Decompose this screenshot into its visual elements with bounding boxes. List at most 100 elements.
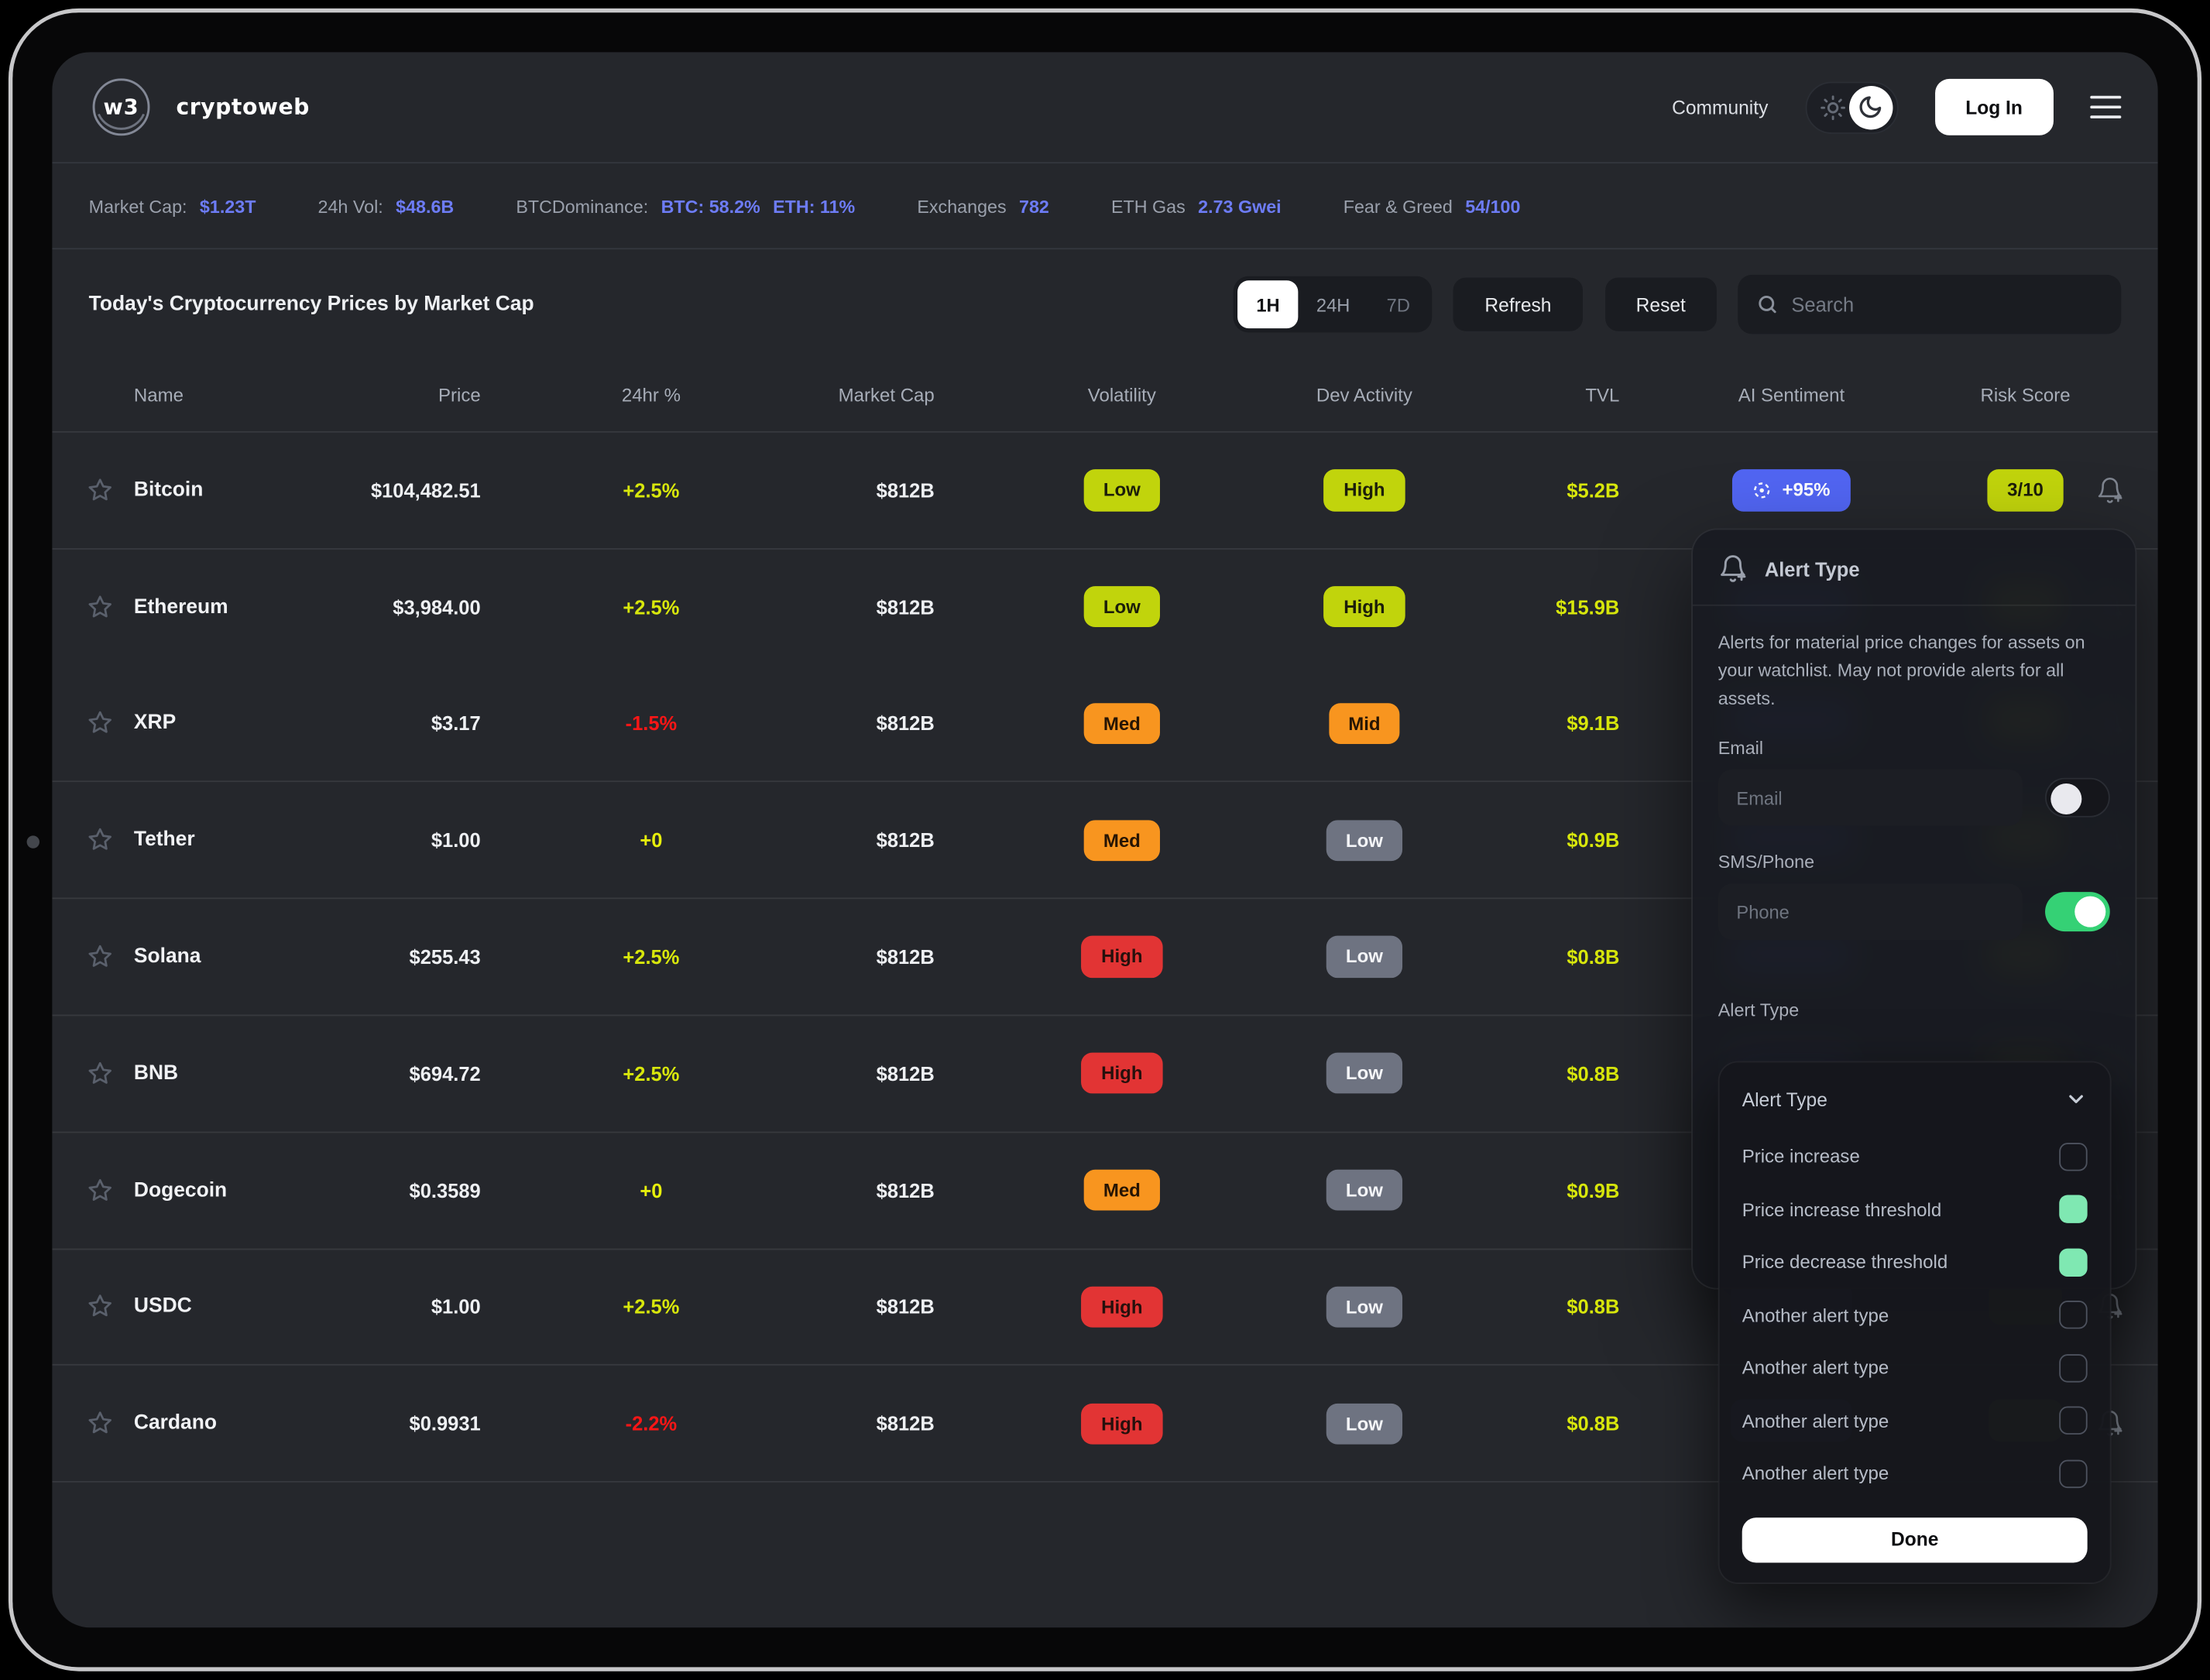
- timeframe-7d-button[interactable]: 7D: [1368, 280, 1429, 328]
- alert-option-checkbox[interactable]: [2059, 1195, 2088, 1224]
- table-header-row: Name Price 24hr % Market Cap Volatility …: [52, 359, 2158, 433]
- coin-price: $3,984.00: [393, 595, 481, 619]
- moon-icon: [1848, 85, 1893, 129]
- watchlist-star-icon[interactable]: [77, 709, 134, 737]
- alert-option[interactable]: Price increase: [1742, 1130, 2088, 1183]
- coin-name: Cardano: [133, 1412, 217, 1435]
- col-tvl[interactable]: TVL: [1585, 384, 1620, 406]
- alert-panel-description: Alerts for material price changes for as…: [1718, 631, 2085, 708]
- watchlist-star-icon[interactable]: [77, 826, 134, 854]
- refresh-button[interactable]: Refresh: [1452, 276, 1584, 333]
- coin-tvl: $5.2B: [1567, 478, 1620, 502]
- col-dev-activity[interactable]: Dev Activity: [1316, 384, 1412, 406]
- alert-option[interactable]: Another alert type: [1742, 1394, 2088, 1447]
- coin-name: Solana: [133, 945, 201, 969]
- coin-price: $3.17: [431, 712, 481, 735]
- phone-field[interactable]: [1718, 884, 2023, 941]
- col-name[interactable]: Name: [133, 384, 184, 406]
- login-button[interactable]: Log In: [1934, 78, 2054, 135]
- search-box[interactable]: [1738, 274, 2122, 334]
- alert-option-checkbox[interactable]: [2059, 1301, 2088, 1329]
- watchlist-star-icon[interactable]: [77, 1176, 134, 1204]
- stat-item: BTCDominance: BTC: 58.2% ETH: 11%: [516, 195, 855, 216]
- coin-24h-change: +2.5%: [623, 595, 680, 619]
- watchlist-star-icon[interactable]: [77, 593, 134, 621]
- stat-value: 2.73 Gwei: [1198, 195, 1282, 217]
- alert-option-checkbox[interactable]: [2059, 1353, 2088, 1383]
- alert-option-checkbox[interactable]: [2059, 1248, 2088, 1277]
- coin-tvl: $0.8B: [1567, 1412, 1620, 1435]
- coin-24h-change: +2.5%: [623, 478, 680, 502]
- app-screen: w3 cryptoweb Community: [52, 52, 2158, 1628]
- alert-type-dropdown-trigger[interactable]: Alert Type: [1742, 1081, 2088, 1130]
- coin-24h-change: -2.2%: [625, 1412, 678, 1435]
- dev-activity-badge: Mid: [1328, 703, 1401, 745]
- reset-button[interactable]: Reset: [1603, 276, 1718, 333]
- stat-value: $48.6B: [396, 195, 455, 217]
- stat-value: 54/100: [1465, 195, 1521, 217]
- nav-community-link[interactable]: Community: [1672, 96, 1769, 118]
- search-input[interactable]: [1791, 293, 2103, 316]
- coin-tvl: $0.8B: [1567, 945, 1620, 969]
- coin-24h-change: +2.5%: [623, 945, 680, 969]
- stat-label: Fear & Greed: [1343, 195, 1453, 217]
- stat-label: 24h Vol:: [317, 195, 383, 217]
- timeframe-1h-button[interactable]: 1H: [1237, 280, 1299, 329]
- stat-label: Exchanges: [917, 195, 1007, 217]
- alert-option-checkbox[interactable]: [2059, 1142, 2088, 1171]
- watchlist-star-icon[interactable]: [77, 1293, 134, 1321]
- done-button[interactable]: Done: [1742, 1517, 2088, 1562]
- stat-label: Market Cap:: [88, 195, 187, 217]
- alert-option[interactable]: Price increase threshold: [1742, 1183, 2088, 1236]
- alert-option-label: Another alert type: [1742, 1462, 1889, 1485]
- timeframe-24h-button[interactable]: 24H: [1298, 280, 1368, 328]
- col-volatility[interactable]: Volatility: [1087, 384, 1156, 406]
- alert-option[interactable]: Another alert type: [1742, 1289, 2088, 1342]
- alert-option[interactable]: Another alert type: [1742, 1447, 2088, 1500]
- alert-option-checkbox[interactable]: [2059, 1459, 2088, 1488]
- col-ai-sentiment[interactable]: AI Sentiment: [1738, 384, 1845, 406]
- volatility-badge: High: [1081, 936, 1162, 978]
- coin-name: BNB: [133, 1062, 179, 1085]
- watchlist-star-icon[interactable]: [77, 943, 134, 971]
- coin-24h-change: -1.5%: [625, 712, 678, 735]
- dev-activity-badge: Low: [1326, 1053, 1403, 1095]
- col-price[interactable]: Price: [438, 384, 481, 406]
- watchlist-star-icon[interactable]: [77, 1060, 134, 1088]
- dev-activity-badge: High: [1323, 469, 1405, 511]
- coin-24h-change: +0: [640, 828, 663, 852]
- alert-option-label: Another alert type: [1742, 1357, 1889, 1379]
- alert-type-label: Alert Type: [1718, 999, 1800, 1021]
- coin-24h-change: +2.5%: [623, 1062, 680, 1085]
- alert-option[interactable]: Price decrease threshold: [1742, 1236, 2088, 1288]
- sms-toggle[interactable]: [2045, 893, 2110, 933]
- watchlist-star-icon[interactable]: [77, 1410, 134, 1438]
- col-24hr[interactable]: 24hr %: [621, 384, 681, 406]
- volatility-badge: Low: [1083, 469, 1161, 511]
- coin-name: Bitcoin: [133, 478, 204, 502]
- coin-tvl: $0.9B: [1567, 828, 1620, 852]
- coin-tvl: $15.9B: [1556, 595, 1620, 619]
- alert-option-label: Price increase threshold: [1742, 1198, 1942, 1220]
- table-row[interactable]: Bitcoin $104,482.51 +2.5% $812B Low High $5.2B…: [52, 433, 2158, 550]
- coin-name: XRP: [133, 712, 177, 735]
- coin-tvl: $0.9B: [1567, 1178, 1620, 1202]
- brand-logo-icon[interactable]: w3: [89, 74, 154, 139]
- theme-toggle[interactable]: [1804, 81, 1898, 134]
- market-stats-bar: Market Cap: $1.23T 24h Vol: $48.6B BTCDomina…: [52, 162, 2158, 250]
- watchlist-star-icon[interactable]: [77, 476, 134, 504]
- coin-price: $1.00: [431, 828, 481, 852]
- coin-price: $0.9931: [409, 1412, 481, 1435]
- col-market-cap[interactable]: Market Cap: [838, 384, 935, 406]
- stat-label: ETH Gas: [1110, 195, 1186, 217]
- volatility-badge: Med: [1083, 1169, 1161, 1212]
- hamburger-menu-icon[interactable]: [2090, 95, 2122, 119]
- col-risk-score[interactable]: Risk Score: [1980, 384, 2071, 406]
- email-toggle[interactable]: [2045, 778, 2110, 818]
- tablet-camera-dot: [26, 835, 39, 849]
- set-alert-bell-icon[interactable]: [2096, 476, 2153, 504]
- alert-option-checkbox[interactable]: [2059, 1406, 2088, 1435]
- alert-option[interactable]: Another alert type: [1742, 1342, 2088, 1394]
- email-field[interactable]: [1718, 770, 2023, 827]
